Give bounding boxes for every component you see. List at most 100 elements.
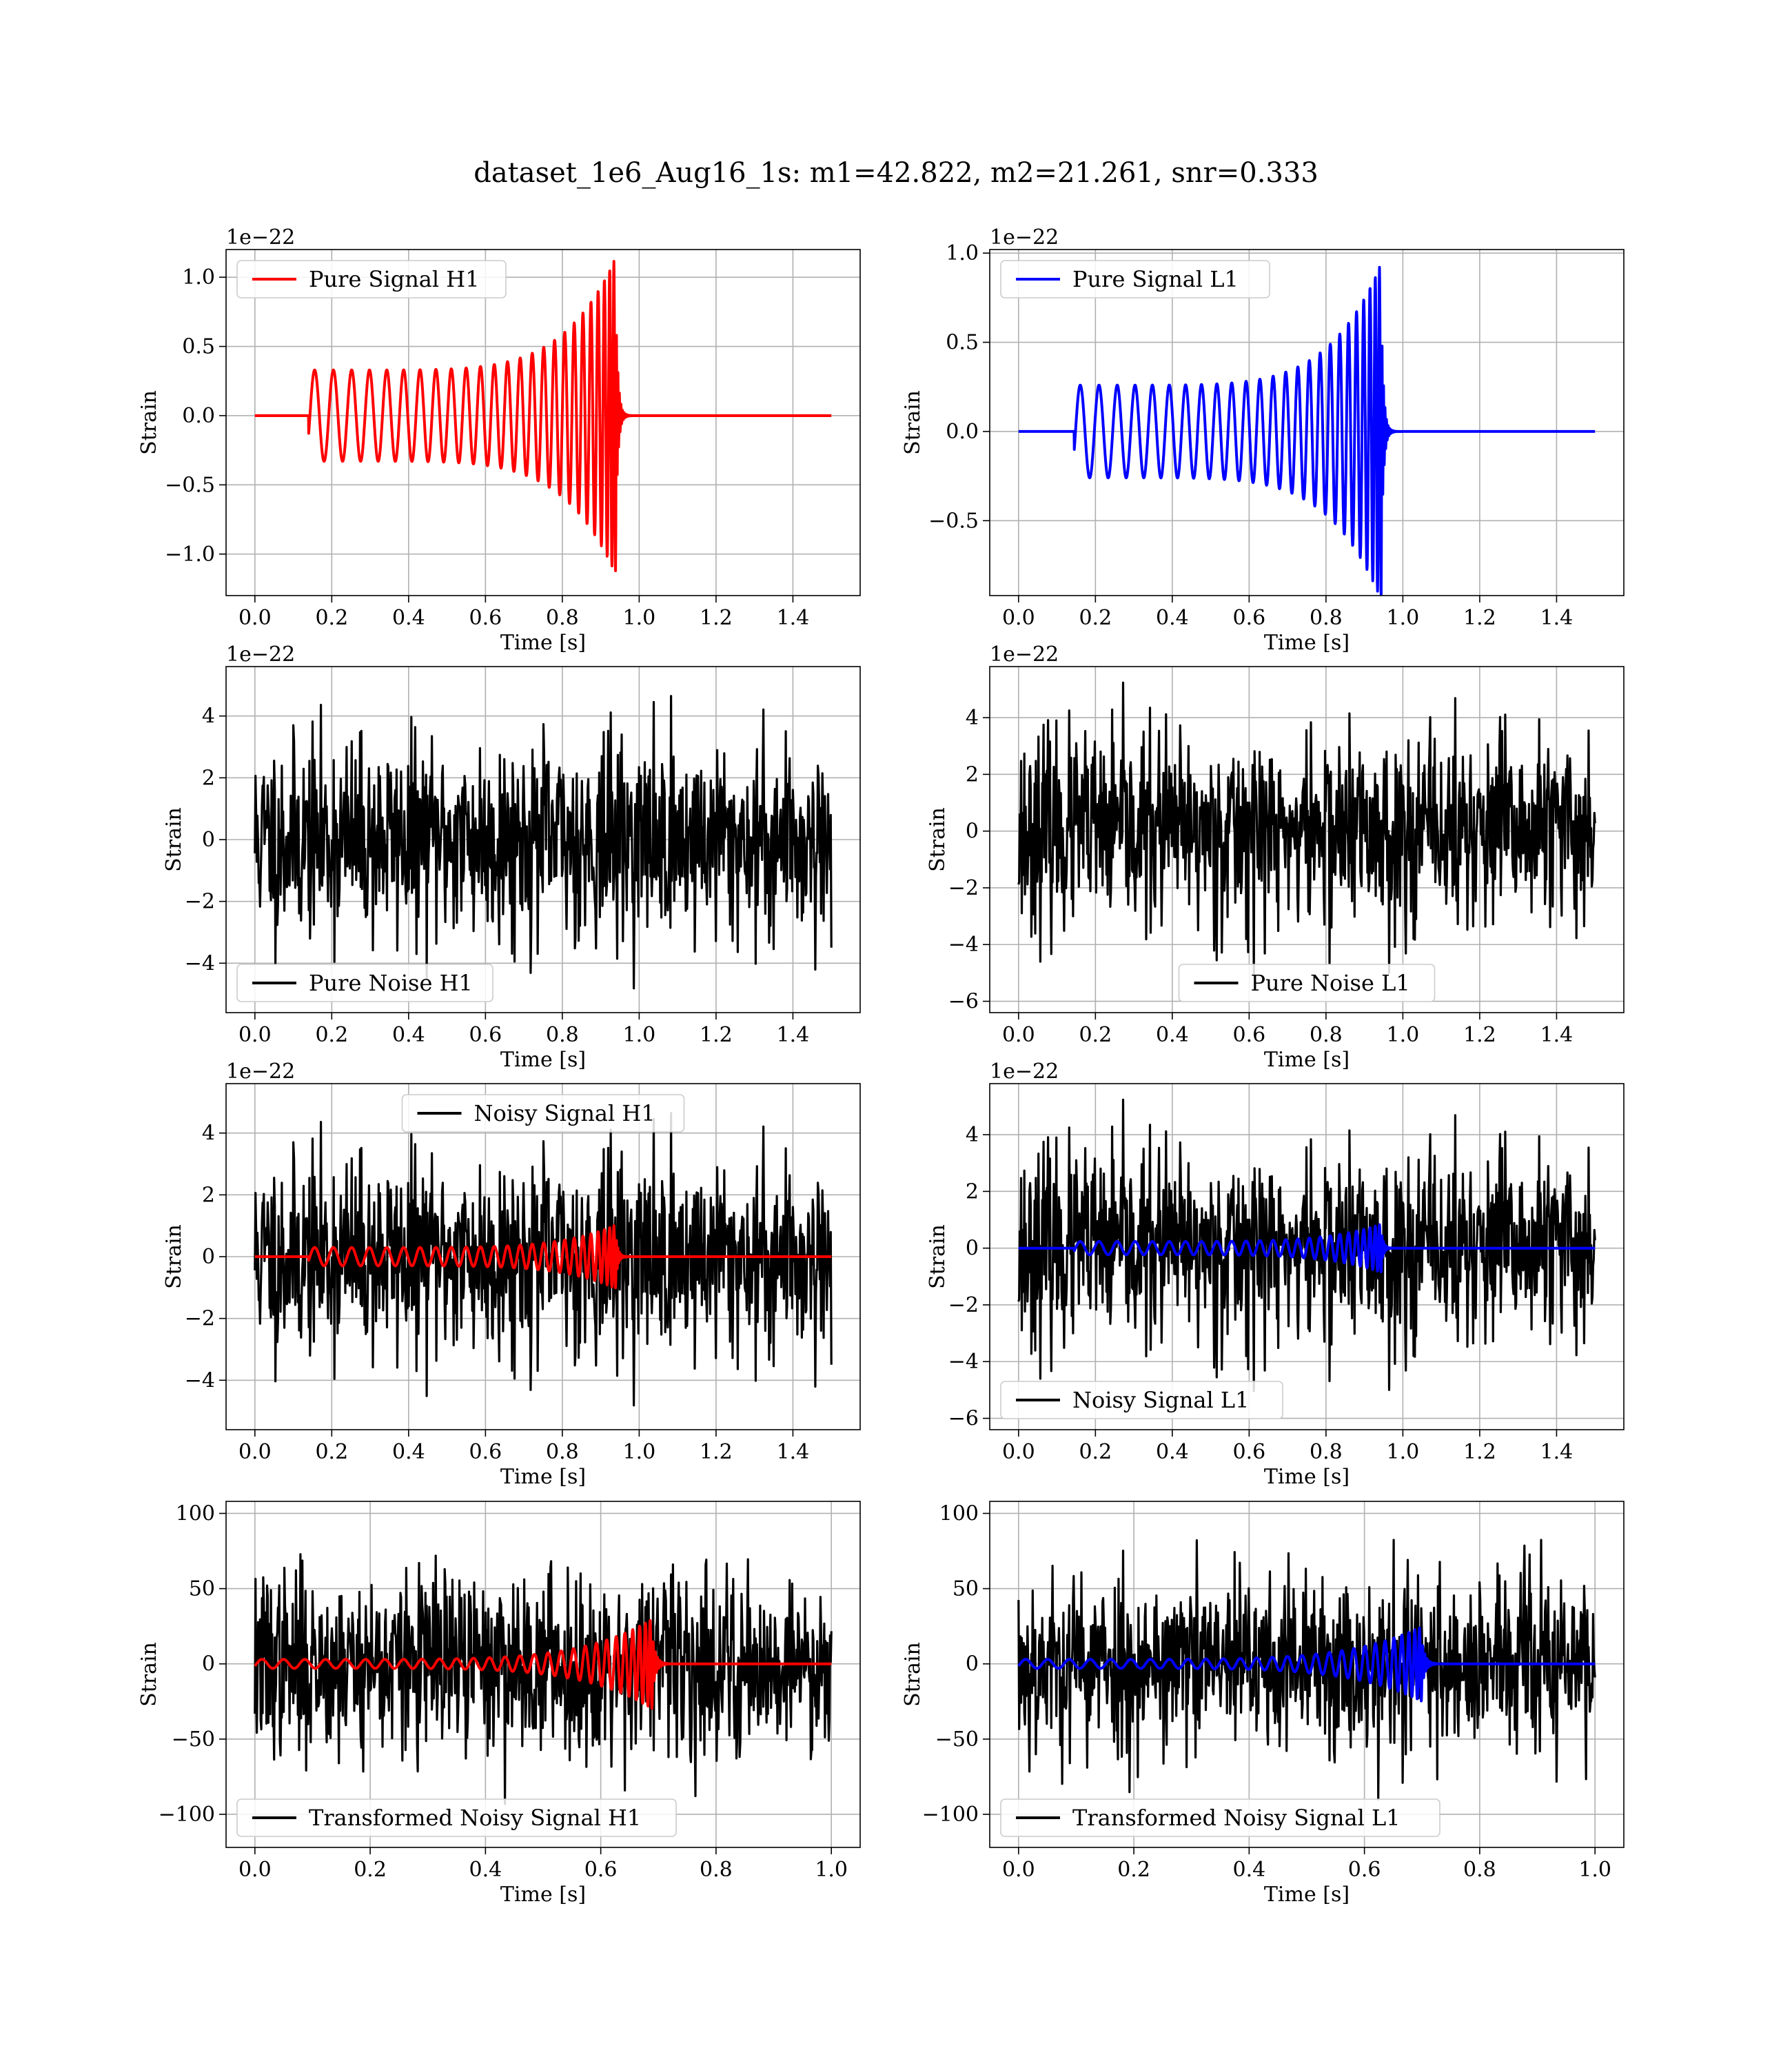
legend-label: Transformed Noisy Signal H1 [309, 1805, 641, 1831]
x-tick-label: 1.2 [1463, 606, 1496, 630]
x-tick-label: 0.2 [315, 1023, 348, 1047]
x-tick-label: 1.4 [777, 606, 810, 630]
plot-panel-transformed-noisy-signal-h1: 0.0 0.2 0.4 0.6 0.8 1.0 −100 −50 0 50 100 Time [s] S… [137, 1501, 861, 1907]
x-axis-label: Time [s] [500, 1048, 586, 1072]
legend-box [401, 1094, 685, 1133]
x-tick-label: 0.4 [392, 606, 425, 630]
x-tick-label: 0.0 [238, 1023, 272, 1047]
x-tick-label: 0.4 [392, 1023, 425, 1047]
legend: Noisy Signal L1 [1000, 1381, 1283, 1419]
axis-offset-label: 1e−22 [226, 1060, 295, 1084]
axes-frame [989, 249, 1625, 596]
y-tick-label: 4 [202, 1122, 215, 1146]
y-tick-label: 0 [202, 1652, 215, 1676]
axis-offset-label: 1e−22 [990, 225, 1059, 250]
plot-panel-transformed-noisy-signal-l1: 0.0 0.2 0.4 0.6 0.8 1.0 −100 −50 0 50 100 Time [s] S… [901, 1501, 1625, 1907]
axis-offset-label: 1e−22 [226, 225, 295, 250]
y-tick-label: −4 [948, 933, 979, 957]
x-tick-label: 0.0 [1002, 606, 1035, 630]
y-tick-label: −4 [948, 1350, 979, 1374]
plot-panel-noisy-signal-l1: 0.0 0.2 0.4 0.6 0.8 1.0 1.2 1.4 −6 −4 −2 0 2 4 Time [s… [926, 1060, 1625, 1489]
x-tick-label: 0.2 [315, 1440, 348, 1464]
x-tick-label: 0.2 [315, 606, 348, 630]
y-tick-label: 2 [966, 1179, 979, 1204]
y-tick-label: 0 [966, 1652, 979, 1676]
y-axis-label: Strain [137, 390, 161, 455]
x-tick-label: 1.2 [1463, 1023, 1496, 1047]
y-axis-label: Strain [901, 390, 925, 455]
legend-label: Transformed Noisy Signal L1 [1072, 1805, 1401, 1831]
plot-panel-pure-signal-h1: 0.0 0.2 0.4 0.6 0.8 1.0 1.2 1.4 −1.0 −0.5 0.0 0.5 1.… [137, 225, 861, 655]
y-tick-label: 2 [966, 762, 979, 787]
x-axis-label: Time [s] [1264, 1883, 1350, 1907]
x-tick-label: 0.2 [1079, 1023, 1112, 1047]
y-tick-label: 0 [202, 1245, 215, 1269]
x-tick-label: 0.6 [469, 1440, 502, 1464]
legend: Transformed Noisy Signal L1 [1000, 1798, 1440, 1837]
x-tick-label: 0.8 [700, 1858, 733, 1882]
y-tick-label: −4 [185, 951, 215, 975]
x-axis-label: Time [s] [1264, 1465, 1350, 1489]
x-tick-label: 1.2 [1463, 1440, 1496, 1464]
y-tick-label: −2 [185, 890, 215, 914]
x-axis-label: Time [s] [500, 1883, 586, 1907]
y-tick-label: −100 [922, 1803, 979, 1827]
x-tick-label: 0.4 [1156, 1023, 1189, 1047]
x-tick-label: 0.8 [1463, 1858, 1496, 1882]
x-tick-label: 1.4 [1540, 606, 1574, 630]
x-tick-label: 0.2 [354, 1858, 387, 1882]
y-axis-label: Strain [926, 807, 950, 872]
x-tick-label: 1.0 [623, 1023, 656, 1047]
axes-frame [225, 249, 861, 596]
y-tick-label: −50 [172, 1727, 215, 1752]
x-tick-label: 0.2 [1079, 606, 1112, 630]
x-tick-label: 0.8 [546, 1440, 579, 1464]
series-line-noisy-signal-h1 [254, 1112, 833, 1407]
legend-label: Pure Signal H1 [309, 266, 480, 292]
series-line-pure-signal-h1 [254, 260, 833, 572]
y-tick-label: −6 [948, 1407, 979, 1431]
x-tick-label: 0.2 [1117, 1858, 1150, 1882]
y-tick-label: −50 [935, 1727, 979, 1752]
legend: Pure Signal H1 [236, 260, 507, 298]
x-axis-label: Time [s] [1264, 1048, 1350, 1072]
legend: Pure Noise H1 [236, 964, 493, 1002]
y-axis-label: Strain [926, 1224, 950, 1289]
x-tick-label: 0.0 [1002, 1858, 1035, 1882]
x-tick-label: 0.8 [546, 606, 579, 630]
legend-box [1000, 1798, 1440, 1837]
x-tick-label: 1.2 [700, 1440, 733, 1464]
x-tick-label: 0.0 [238, 606, 272, 630]
x-tick-label: 1.0 [1387, 606, 1420, 630]
x-tick-label: 1.0 [815, 1858, 848, 1882]
y-tick-label: 0.0 [182, 404, 215, 428]
y-tick-label: −2 [185, 1307, 215, 1331]
x-tick-label: 0.0 [1002, 1440, 1035, 1464]
legend-box [236, 260, 507, 298]
y-tick-label: −0.5 [165, 473, 215, 497]
plot-panel-pure-noise-h1: 0.0 0.2 0.4 0.6 0.8 1.0 1.2 1.4 −4 −2 0 2 4 Time [s] S… [162, 642, 861, 1072]
x-tick-label: 0.0 [1002, 1023, 1035, 1047]
x-tick-label: 0.6 [1233, 1440, 1266, 1464]
y-axis-label: Strain [162, 807, 186, 872]
x-tick-label: 1.0 [1578, 1858, 1611, 1882]
y-tick-label: −100 [159, 1803, 215, 1827]
legend-label: Pure Signal L1 [1072, 266, 1239, 292]
y-tick-label: 0 [202, 828, 215, 852]
legend: Noisy Signal H1 [401, 1094, 685, 1133]
x-tick-label: 0.0 [238, 1858, 272, 1882]
y-tick-label: −2 [948, 1293, 979, 1317]
x-tick-label: 1.4 [1540, 1023, 1574, 1047]
y-tick-label: 1.0 [182, 265, 215, 290]
x-tick-label: 1.0 [623, 606, 656, 630]
y-tick-label: 100 [939, 1501, 979, 1525]
x-tick-label: 0.2 [1079, 1440, 1112, 1464]
x-tick-label: 1.0 [623, 1440, 656, 1464]
x-tick-label: 0.6 [1348, 1858, 1381, 1882]
x-tick-label: 0.4 [469, 1858, 502, 1882]
y-tick-label: 50 [953, 1577, 979, 1601]
y-tick-label: −6 [948, 990, 979, 1014]
y-tick-label: −2 [948, 876, 979, 900]
x-tick-label: 0.8 [1310, 1023, 1343, 1047]
y-tick-label: 100 [176, 1501, 215, 1525]
